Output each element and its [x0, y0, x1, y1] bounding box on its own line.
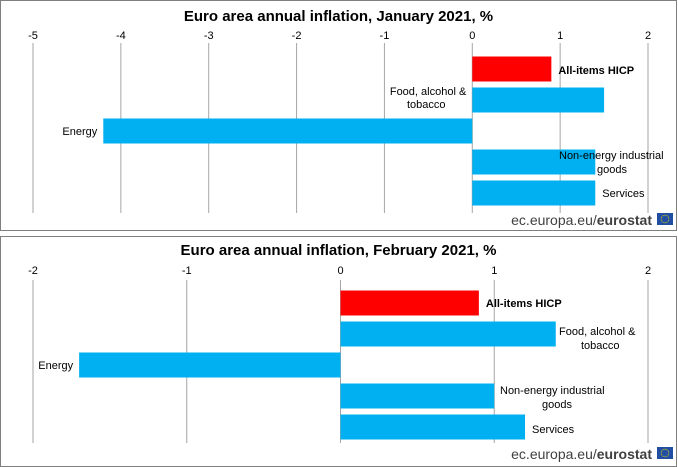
x-tick-label: -1: [380, 30, 390, 42]
bar-all-items-hicp: [340, 290, 479, 316]
bar-food-alcohol-tobacco: [472, 87, 605, 113]
bar-services: [472, 180, 596, 206]
source-text: ec.europa.eu/eurostat: [511, 212, 652, 228]
bar-non-energy-industrial-goods: [340, 383, 495, 409]
x-tick-label: 1: [491, 265, 497, 277]
category-label: Energy: [38, 360, 73, 372]
chart-title: Euro area annual inflation, February 202…: [181, 242, 497, 259]
x-tick-label: -4: [116, 30, 126, 42]
category-label: Food, alcohol &: [390, 86, 467, 98]
x-tick-label: 2: [645, 265, 651, 277]
x-tick-label: -2: [292, 30, 302, 42]
x-tick-label: 2: [645, 30, 651, 42]
chart-panel-february: Euro area annual inflation, February 202…: [0, 236, 677, 467]
category-label: All-items HICP: [558, 65, 634, 77]
bar-non-energy-industrial-goods: [472, 149, 596, 175]
category-label: Services: [602, 188, 645, 200]
category-label: goods: [597, 164, 627, 176]
eu-flag-icon: [657, 447, 673, 459]
x-tick-label: -2: [28, 265, 38, 277]
x-tick-label: 0: [469, 30, 475, 42]
category-label: Food, alcohol &: [559, 326, 636, 338]
source-text: ec.europa.eu/eurostat: [511, 446, 652, 462]
eu-flag-icon: [657, 213, 673, 225]
x-tick-label: -1: [182, 265, 192, 277]
bar-services: [340, 414, 525, 440]
category-label: goods: [542, 399, 572, 411]
bar-food-alcohol-tobacco: [340, 321, 556, 347]
bar-energy: [103, 118, 473, 144]
bar-all-items-hicp: [472, 56, 552, 82]
x-tick-label: 1: [557, 30, 563, 42]
chart-svg: Euro area annual inflation, January 2021…: [28, 8, 673, 228]
category-label: Energy: [62, 126, 97, 138]
chart-title: Euro area annual inflation, January 2021…: [184, 8, 493, 25]
x-tick-label: 0: [337, 265, 343, 277]
category-label: tobacco: [407, 99, 446, 111]
chart-svg: Euro area annual inflation, February 202…: [28, 242, 673, 462]
category-label: Services: [532, 424, 575, 436]
x-tick-label: -3: [204, 30, 214, 42]
chart-panel-january: Euro area annual inflation, January 2021…: [0, 0, 677, 231]
category-label: tobacco: [581, 340, 620, 352]
category-label: All-items HICP: [486, 298, 562, 310]
category-label: Non-energy industrial: [559, 150, 664, 162]
x-tick-label: -5: [28, 30, 38, 42]
category-label: Non-energy industrial: [500, 385, 605, 397]
bar-energy: [79, 352, 341, 378]
